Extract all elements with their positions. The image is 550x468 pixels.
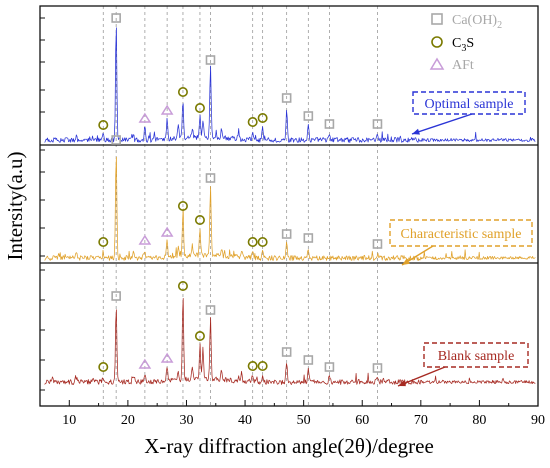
- marker-ca-oh2: [111, 13, 121, 23]
- panel-separators: [40, 144, 538, 264]
- x-tick-label: 50: [297, 413, 311, 428]
- series-line-2: [44, 298, 536, 385]
- marker-ca-oh2: [205, 55, 216, 65]
- marker-ca-oh2: [303, 355, 314, 365]
- marker-c3s: [98, 120, 109, 131]
- annotation-arrowhead-2: [398, 380, 406, 387]
- marker-c3s: [257, 237, 268, 248]
- marker-aft: [138, 358, 152, 369]
- marker-aft: [138, 234, 152, 245]
- x-tick-label: 20: [121, 413, 135, 428]
- marker-ca-oh2: [205, 173, 216, 183]
- annotation-arrowhead-0: [412, 128, 420, 135]
- marker-ca-oh2: [281, 347, 292, 357]
- marker-c3s: [98, 361, 109, 372]
- x-tick-label: 40: [238, 413, 252, 428]
- series-line-0: [44, 27, 536, 143]
- marker-ca-oh2: [372, 363, 383, 373]
- marker-ca-oh2: [324, 119, 335, 129]
- legend-label-1: C3S: [452, 36, 474, 54]
- y-ticks: [40, 17, 45, 391]
- annotation-layer: Optimal sample Characteristic sample Blank…: [389, 91, 533, 387]
- legend-marker-square: [431, 13, 443, 25]
- annotation-arrowhead-1: [402, 258, 410, 265]
- marker-c3s: [194, 330, 205, 341]
- reference-lines: [102, 6, 378, 406]
- series-line-1: [44, 156, 536, 261]
- marker-c3s: [177, 280, 188, 291]
- marker-c3s: [247, 360, 258, 371]
- annotation-box-1: [389, 219, 533, 247]
- marker-c3s: [194, 103, 205, 114]
- marker-c3s: [98, 237, 109, 248]
- x-tick-label: 10: [62, 413, 76, 428]
- x-tick-label: 70: [414, 413, 428, 428]
- x-tick-label: 90: [531, 413, 545, 428]
- marker-ca-oh2: [303, 233, 314, 243]
- marker-ca-oh2: [111, 291, 121, 301]
- legend-marker-circle: [431, 36, 443, 48]
- x-tick-label: 80: [472, 413, 486, 428]
- x-tick-label: 30: [179, 413, 193, 428]
- annotation-arrow-0: [411, 113, 473, 135]
- annotation-label-1: Characteristic sample: [401, 227, 522, 242]
- marker-ca-oh2: [111, 135, 121, 145]
- annotation-label-2: Blank sample: [438, 349, 515, 364]
- marker-ca-oh2: [205, 305, 216, 315]
- legend-label-0: Ca(OH)2: [452, 13, 502, 31]
- marker-c3s: [257, 360, 268, 371]
- annotation-arrow-2: [397, 366, 446, 387]
- marker-ca-oh2: [303, 111, 314, 121]
- legend-marker-triangle: [429, 57, 445, 70]
- marker-c3s: [177, 87, 188, 98]
- marker-c3s: [177, 201, 188, 212]
- plot-frame: [39, 5, 539, 407]
- marker-aft: [138, 112, 152, 123]
- marker-c3s: [257, 113, 268, 124]
- x-tick-label: 60: [355, 413, 369, 428]
- legend: Ca(OH)2 C3S AFt: [429, 13, 502, 73]
- x-axis: 10 20 30 40 50 60 70 80 90: [39, 400, 545, 428]
- annotation-box-2: [423, 342, 529, 368]
- legend-label-2: AFt: [452, 58, 474, 73]
- annotation-box-0: [412, 91, 526, 115]
- marker-aft: [160, 226, 174, 237]
- marker-ca-oh2: [281, 93, 292, 103]
- marker-c3s: [247, 237, 258, 248]
- marker-c3s: [194, 215, 205, 226]
- marker-c3s: [247, 117, 258, 128]
- marker-ca-oh2: [324, 362, 335, 372]
- marker-ca-oh2: [281, 229, 292, 239]
- marker-aft: [160, 104, 174, 115]
- marker-aft: [160, 352, 174, 363]
- annotation-label-0: Optimal sample: [424, 97, 513, 112]
- x-axis-label: X-ray diffraction angle(2θ)/degree: [144, 434, 434, 458]
- marker-ca-oh2: [372, 119, 383, 129]
- marker-ca-oh2: [372, 239, 383, 249]
- marker-layer: [98, 13, 383, 373]
- series-layer: [44, 27, 536, 385]
- y-axis-label: Intersity(a.u): [3, 151, 27, 260]
